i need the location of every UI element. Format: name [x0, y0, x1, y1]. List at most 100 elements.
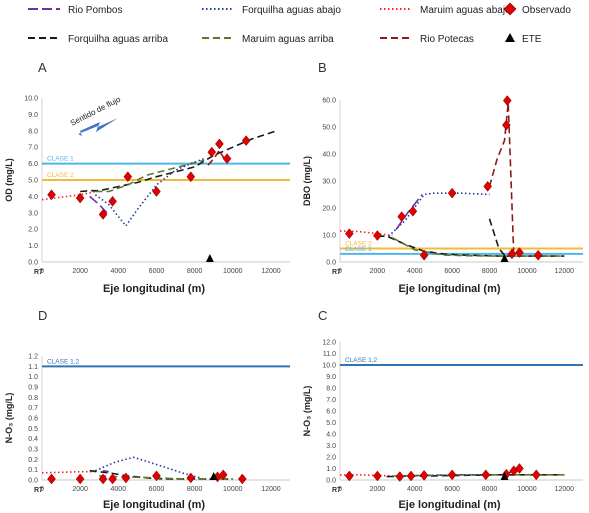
y-axis-title: N-O₃ (mg/L) — [4, 393, 14, 444]
y-tick-label: 8.0 — [326, 386, 336, 393]
legend-label-maruim_arriba: Maruim aguas arriba — [242, 34, 334, 45]
observed-point — [531, 469, 541, 481]
reference-label: CLASE 1,2 — [47, 358, 80, 365]
observed-point — [98, 209, 108, 220]
x-tick-label: 2000 — [72, 268, 88, 275]
chart-no3-c: C 0.0 1.0 2.0 3.0 4.0 5.0 6.0 7.0 8.0 9.0 10.0 11.0 1… — [302, 308, 583, 511]
y-tick-label: 4.0 — [28, 194, 38, 201]
observed-point — [502, 95, 512, 106]
y-tick-label: 1.0 — [28, 374, 38, 381]
observed-point — [98, 473, 108, 485]
y-tick-label: 0.6 — [28, 416, 38, 423]
observed-point — [395, 471, 405, 482]
x-tick-label: 0 — [40, 486, 44, 493]
ete-marker — [500, 472, 509, 480]
x-tick-label: 4000 — [407, 486, 423, 493]
panel-letter-c: C — [318, 308, 327, 323]
chart-no3-d: D 0.0 0.1 0.2 0.3 0.4 0.5 0.6 0.7 0.8 0.9 1.0 1.1 1.2… — [4, 308, 290, 511]
y-tick-label: 0.0 — [28, 478, 38, 485]
observed-point — [121, 472, 131, 484]
reference-label: CLASE 2 — [47, 172, 74, 179]
legend-item-maruim_arriba: Maruim aguas arriba — [202, 34, 334, 45]
x-tick-label: 2000 — [370, 486, 386, 493]
observed-point — [483, 180, 492, 192]
y-tick-label: 40.0 — [322, 152, 336, 159]
x-tick-label: 12000 — [261, 486, 281, 493]
legend-label-rio_pombos: Rio Pombos — [68, 5, 122, 16]
legend-item-observado: Observado — [503, 2, 571, 16]
observed-point — [502, 119, 511, 131]
x-tick-label: 10000 — [517, 486, 537, 493]
observed-point — [186, 472, 196, 484]
x-tick-label: 2000 — [72, 486, 88, 493]
x-axis-title: Eje longitudinal (m) — [398, 283, 500, 295]
reference-label: CLASE 1 — [345, 246, 372, 253]
chart-dbo: B 0.0 10.0 20.0 30.0 40.0 50.0 60.0 0 2000 4000 600… — [302, 60, 583, 295]
chart-od: A 0.0 1.0 2.0 3.0 4.0 5.0 6.0 7.0 8.0 9.0 10.0 0 2000… — [4, 60, 290, 295]
series-line-forq-arriba-b — [488, 218, 506, 256]
y-tick-label: 7.0 — [28, 145, 38, 152]
series-line-rio-potecas — [207, 149, 226, 166]
x-tick-label: 12000 — [555, 268, 575, 275]
legend-swatch-observado — [503, 2, 517, 16]
y-tick-label: 5.0 — [326, 420, 336, 427]
y-tick-label: 9.0 — [28, 112, 38, 119]
r7-label: R7 — [332, 487, 341, 494]
x-axis-title: Eje longitudinal (m) — [398, 499, 500, 511]
observed-point — [345, 228, 354, 240]
ete-marker — [209, 472, 218, 480]
y-tick-label: 0.4 — [28, 436, 38, 443]
observed-point — [75, 192, 85, 204]
x-tick-label: 4000 — [111, 268, 127, 275]
y-tick-label: 0.3 — [28, 447, 38, 454]
observed-point — [47, 189, 56, 201]
legend-item-ete: ETE — [505, 33, 542, 45]
legend-label-ete: ETE — [522, 34, 542, 45]
observed-point — [207, 146, 217, 158]
y-tick-label: 0.0 — [28, 260, 38, 267]
observed-point — [447, 187, 457, 199]
x-tick-label: 0 — [338, 268, 342, 275]
panel-letter-a: A — [38, 60, 47, 75]
observed-point — [241, 135, 251, 147]
x-tick-label: 8000 — [187, 486, 203, 493]
y-tick-label: 0.2 — [28, 457, 38, 464]
series-line-rio-potecas — [488, 102, 515, 256]
series-line-maruim-arriba — [392, 474, 565, 477]
ete-marker — [205, 254, 214, 262]
series-line-forq-abajo — [388, 192, 490, 237]
x-tick-label: 8000 — [482, 268, 498, 275]
x-tick-label: 2000 — [370, 268, 386, 275]
y-tick-label: 0.0 — [326, 478, 336, 485]
y-tick-label: 1.2 — [28, 354, 38, 361]
observed-point — [215, 138, 224, 150]
x-tick-label: 4000 — [111, 486, 127, 493]
legend-item-rio_pombos: Rio Pombos — [28, 5, 122, 16]
legend-label-forq_arriba: Forquilha aguas arriba — [68, 34, 168, 45]
x-tick-label: 8000 — [482, 486, 498, 493]
y-tick-label: 50.0 — [322, 125, 336, 132]
ete-marker — [500, 254, 509, 262]
reference-label: CLASE 1 — [47, 156, 74, 163]
x-tick-label: 6000 — [149, 486, 165, 493]
series-line-maruim-abajo — [41, 190, 96, 201]
legend-label-forq_abajo: Forquilha aguas abajo — [242, 5, 341, 16]
series-line-rio-pombos — [102, 469, 109, 473]
observed-point — [345, 470, 354, 482]
legend-item-forq_arriba: Forquilha aguas arriba — [28, 34, 168, 45]
observed-point — [397, 211, 407, 223]
observed-point — [406, 470, 416, 482]
r7-label: R7 — [34, 487, 43, 494]
y-tick-label: 0.0 — [326, 260, 336, 267]
observed-point — [481, 469, 491, 481]
y-tick-label: 7.0 — [326, 397, 336, 404]
observed-point — [47, 473, 56, 485]
x-tick-label: 10000 — [223, 486, 243, 493]
series-line-maruim-abajo — [41, 470, 96, 474]
observed-point — [108, 195, 117, 207]
flow-arrow-icon — [78, 118, 118, 136]
y-tick-label: 20.0 — [322, 206, 336, 213]
observed-point — [515, 247, 524, 258]
y-tick-label: 10.0 — [322, 233, 336, 240]
y-tick-label: 60.0 — [322, 98, 336, 105]
